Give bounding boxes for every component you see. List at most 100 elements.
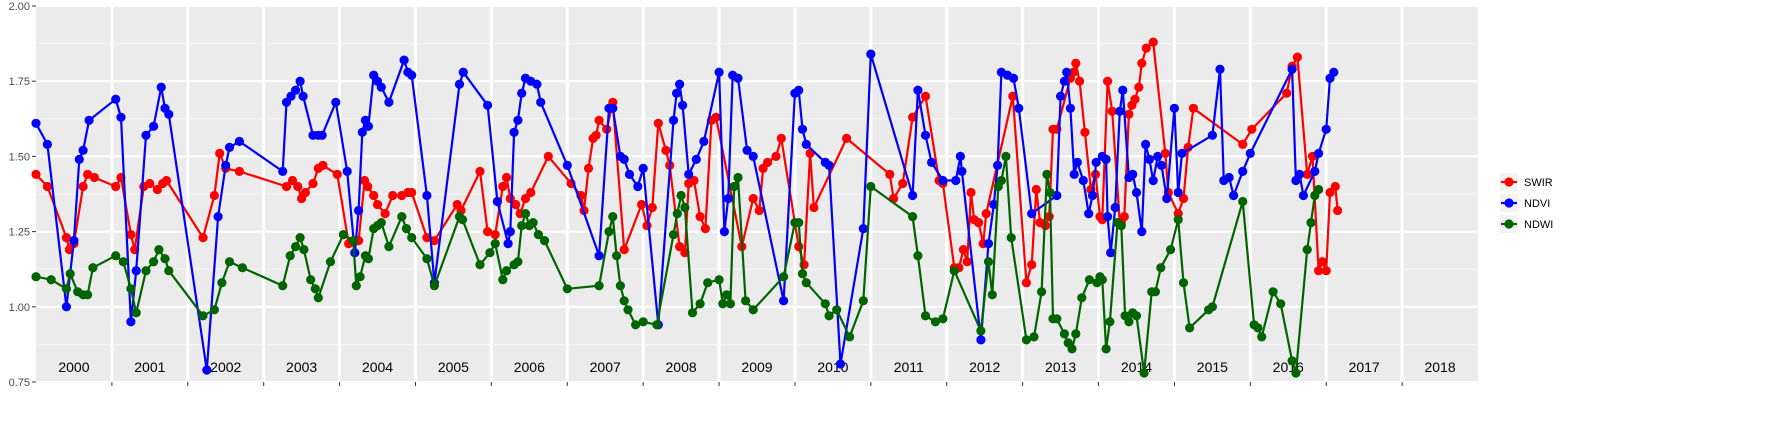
data-point: [501, 266, 512, 276]
data-point: [509, 127, 519, 137]
data-point: [824, 311, 834, 321]
data-point: [623, 305, 633, 315]
data-point: [154, 245, 164, 255]
data-point: [1247, 124, 1257, 134]
data-point: [908, 112, 918, 122]
data-point: [209, 190, 219, 201]
data-point: [604, 227, 614, 237]
legend-key-point: [1504, 198, 1514, 208]
data-point: [331, 97, 341, 107]
legend-label: NDWI: [1524, 219, 1553, 231]
data-point: [1153, 151, 1163, 161]
year-label: 2003: [286, 359, 317, 375]
data-point: [913, 251, 923, 261]
data-point: [224, 142, 235, 152]
data-point: [31, 169, 41, 179]
data-point: [475, 166, 485, 176]
data-point: [520, 193, 531, 204]
data-point: [532, 79, 542, 89]
data-point: [42, 181, 53, 192]
data-point: [1148, 175, 1158, 186]
data-point: [608, 103, 618, 113]
data-point: [1118, 85, 1128, 95]
data-point: [1162, 193, 1172, 204]
data-point: [401, 224, 411, 234]
data-point: [116, 112, 126, 122]
data-point: [325, 257, 336, 267]
data-point: [1115, 106, 1125, 116]
data-point: [1008, 73, 1019, 83]
legend-key-point: [1504, 219, 1514, 229]
data-point: [457, 215, 468, 225]
data-point: [920, 311, 931, 321]
data-point: [69, 236, 79, 246]
data-point: [824, 160, 834, 170]
legend-key: [1500, 215, 1518, 233]
data-point: [794, 242, 804, 252]
data-point: [1144, 154, 1154, 164]
data-point: [801, 139, 811, 149]
data-point: [1031, 184, 1041, 195]
data-point: [1306, 218, 1316, 228]
data-point: [615, 281, 626, 291]
data-point: [1059, 329, 1069, 339]
data-point: [126, 230, 136, 240]
data-point: [533, 230, 544, 240]
data-point: [1292, 52, 1302, 62]
series-ndwi: [31, 151, 1324, 378]
data-point: [1330, 181, 1340, 192]
data-point: [742, 145, 752, 155]
y-tick-label: 1.50: [9, 151, 30, 163]
data-point: [1069, 169, 1079, 179]
data-point: [164, 109, 174, 119]
data-point: [725, 299, 736, 309]
data-point: [723, 193, 733, 204]
data-point: [357, 127, 367, 137]
data-point: [619, 154, 629, 164]
data-point: [612, 251, 622, 261]
data-point: [885, 169, 895, 179]
data-point: [920, 130, 931, 140]
data-point: [672, 88, 682, 98]
data-point: [217, 278, 227, 288]
data-point: [983, 257, 994, 267]
data-point: [380, 209, 390, 219]
data-point: [962, 257, 972, 267]
data-point: [399, 55, 409, 65]
data-point: [278, 281, 288, 291]
data-point: [198, 311, 208, 321]
data-point: [149, 121, 159, 131]
data-point: [832, 305, 842, 315]
data-point: [149, 257, 159, 267]
data-point: [642, 221, 652, 231]
data-point: [202, 365, 212, 375]
data-point: [1078, 175, 1088, 186]
data-point: [526, 187, 536, 198]
data-point: [631, 320, 641, 330]
data-point: [976, 335, 986, 345]
data-point: [1141, 43, 1151, 53]
data-point: [313, 293, 323, 303]
data-point: [1329, 67, 1339, 77]
data-point: [145, 178, 155, 189]
data-point: [1282, 88, 1292, 98]
data-point: [295, 233, 305, 243]
data-point: [1072, 157, 1082, 167]
data-point: [866, 49, 876, 59]
data-point: [748, 151, 758, 161]
data-point: [691, 154, 701, 164]
data-point: [111, 251, 121, 261]
data-point: [490, 230, 500, 240]
data-point: [281, 181, 292, 192]
data-point: [422, 233, 432, 243]
data-point: [1141, 139, 1151, 149]
data-point: [754, 205, 764, 216]
data-point: [1008, 91, 1018, 101]
legend: SWIR NDVI NDWI: [1500, 173, 1553, 233]
data-point: [300, 187, 310, 198]
data-point: [291, 85, 301, 95]
data-point: [1268, 287, 1278, 297]
data-point: [1139, 368, 1149, 378]
data-point: [1062, 67, 1072, 77]
